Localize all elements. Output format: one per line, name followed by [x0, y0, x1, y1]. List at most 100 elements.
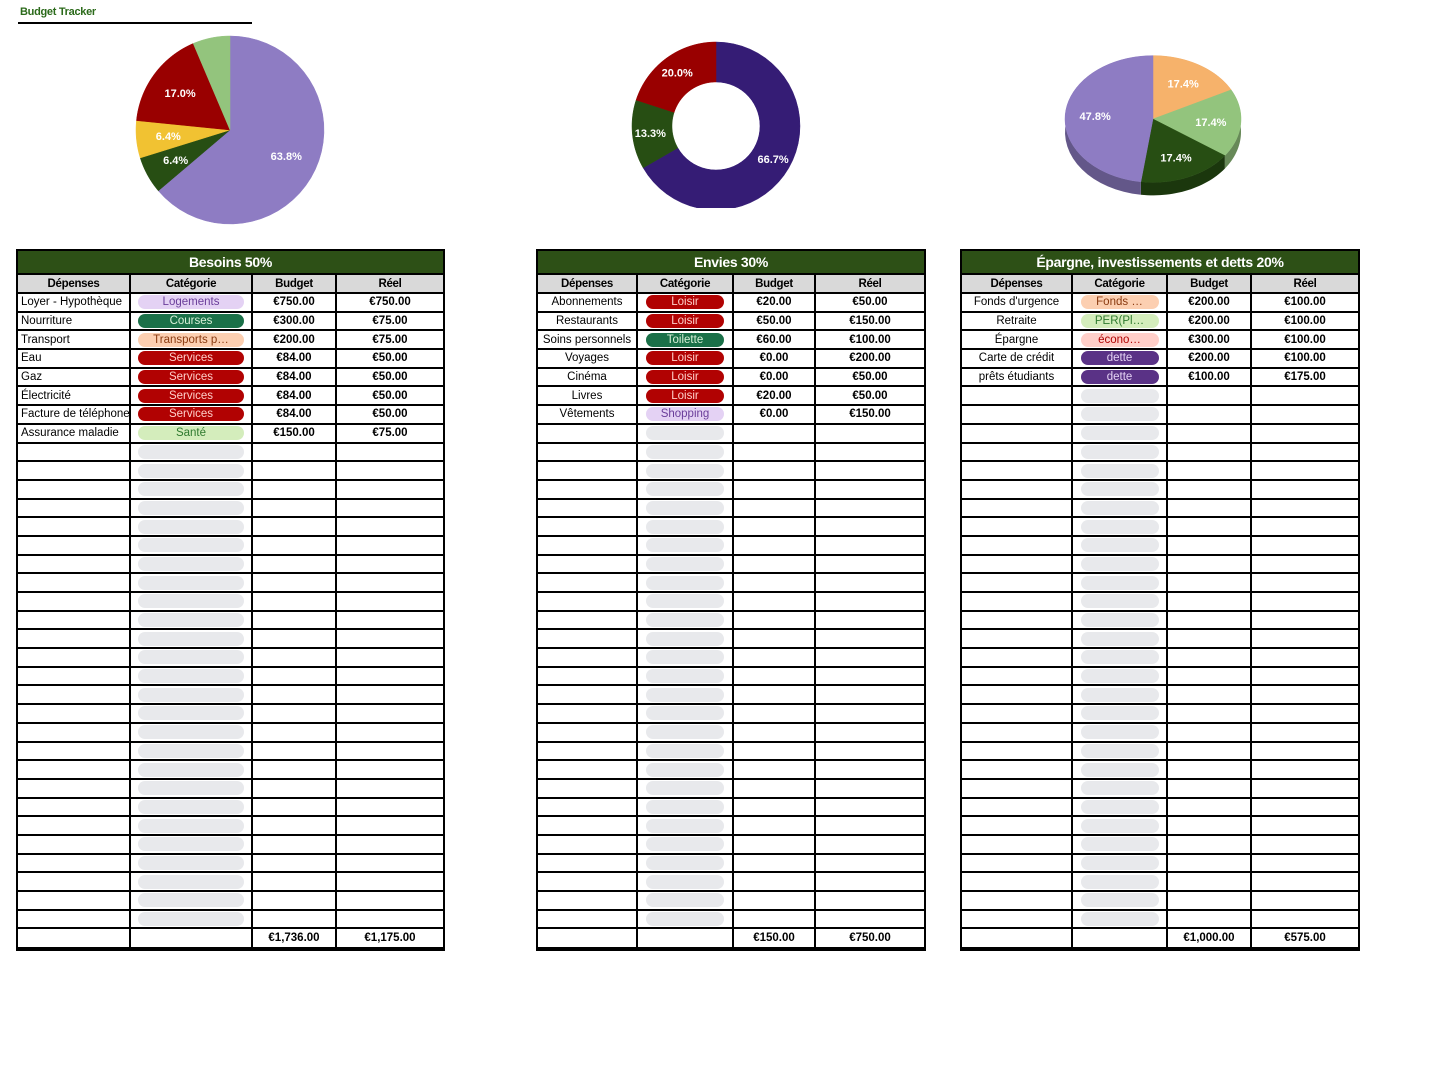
- budget-cell[interactable]: €50.00: [732, 310, 816, 332]
- expense-cell[interactable]: Livres: [538, 385, 638, 407]
- category-cell[interactable]: [636, 759, 734, 780]
- category-cell[interactable]: [1071, 908, 1168, 930]
- budget-cell[interactable]: [251, 534, 337, 556]
- actual-cell[interactable]: €50.00: [335, 366, 443, 388]
- budget-cell[interactable]: [732, 516, 816, 537]
- actual-cell[interactable]: €50.00: [814, 293, 924, 313]
- column-header-categorie[interactable]: Catégorie: [129, 275, 253, 294]
- category-chip[interactable]: Loisir: [646, 295, 724, 310]
- budget-cell[interactable]: [1166, 572, 1252, 593]
- expense-cell[interactable]: Assurance maladie: [18, 422, 131, 444]
- category-cell[interactable]: [636, 740, 734, 762]
- budget-cell[interactable]: €20.00: [732, 385, 816, 407]
- expense-cell[interactable]: [962, 796, 1073, 818]
- category-chip-empty[interactable]: [1080, 855, 1159, 870]
- category-chip-empty[interactable]: [646, 500, 724, 515]
- expense-cell[interactable]: [18, 478, 131, 500]
- actual-cell[interactable]: [335, 703, 443, 724]
- expense-cell[interactable]: [18, 441, 131, 463]
- category-cell[interactable]: [636, 721, 734, 743]
- budget-cell[interactable]: [732, 422, 816, 444]
- category-cell[interactable]: [129, 591, 253, 612]
- budget-cell[interactable]: [732, 591, 816, 612]
- category-cell[interactable]: [636, 777, 734, 799]
- expense-cell[interactable]: Nourriture: [18, 310, 131, 332]
- envies-donut-chart[interactable]: 66.7% 13.3% 20.0%: [625, 28, 805, 208]
- actual-cell[interactable]: [335, 777, 443, 799]
- actual-cell[interactable]: [1250, 441, 1358, 463]
- expense-cell[interactable]: [538, 441, 638, 463]
- actual-cell[interactable]: [814, 833, 924, 855]
- category-chip-empty[interactable]: [1080, 650, 1159, 665]
- actual-cell[interactable]: €100.00: [1250, 310, 1358, 332]
- actual-cell[interactable]: €100.00: [814, 329, 924, 351]
- actual-cell[interactable]: [335, 647, 443, 668]
- total-category-cell[interactable]: [129, 927, 253, 950]
- budget-cell[interactable]: [251, 684, 337, 706]
- column-header-budget[interactable]: Budget: [732, 275, 816, 294]
- category-chip-empty[interactable]: [138, 482, 244, 497]
- category-cell[interactable]: [636, 628, 734, 650]
- budget-cell[interactable]: [732, 534, 816, 556]
- actual-cell[interactable]: [814, 609, 924, 631]
- budget-cell[interactable]: [732, 441, 816, 463]
- expense-cell[interactable]: [18, 833, 131, 855]
- budget-cell[interactable]: [1166, 441, 1252, 463]
- category-cell[interactable]: Fonds …: [1071, 293, 1168, 313]
- expense-cell[interactable]: [538, 833, 638, 855]
- actual-cell[interactable]: [814, 422, 924, 444]
- expense-cell[interactable]: [962, 534, 1073, 556]
- column-header-depenses[interactable]: Dépenses: [538, 275, 638, 294]
- actual-cell[interactable]: €75.00: [335, 422, 443, 444]
- expense-cell[interactable]: [962, 740, 1073, 762]
- budget-cell[interactable]: [1166, 422, 1252, 444]
- actual-cell[interactable]: €50.00: [814, 366, 924, 388]
- actual-cell[interactable]: [814, 553, 924, 575]
- budget-cell[interactable]: [1166, 815, 1252, 836]
- category-chip-empty[interactable]: [1080, 613, 1159, 628]
- expense-cell[interactable]: [538, 815, 638, 836]
- column-header-budget[interactable]: Budget: [1166, 275, 1252, 294]
- actual-cell[interactable]: [335, 721, 443, 743]
- category-chip-empty[interactable]: [1080, 426, 1159, 441]
- expense-cell[interactable]: [18, 628, 131, 650]
- category-cell[interactable]: [1071, 441, 1168, 463]
- budget-cell[interactable]: [1166, 404, 1252, 425]
- budget-cell[interactable]: [1166, 385, 1252, 407]
- actual-cell[interactable]: [1250, 703, 1358, 724]
- actual-cell[interactable]: [814, 796, 924, 818]
- budget-cell[interactable]: [1166, 665, 1252, 687]
- expense-cell[interactable]: [18, 572, 131, 593]
- actual-cell[interactable]: [814, 852, 924, 874]
- actual-cell[interactable]: [1250, 534, 1358, 556]
- budget-cell[interactable]: €300.00: [1166, 329, 1252, 351]
- expense-cell[interactable]: [962, 572, 1073, 593]
- budget-cell[interactable]: €84.00: [251, 348, 337, 369]
- category-chip[interactable]: Transports p…: [138, 332, 244, 347]
- expense-cell[interactable]: [962, 497, 1073, 519]
- budget-cell[interactable]: [251, 721, 337, 743]
- category-cell[interactable]: [636, 516, 734, 537]
- category-cell[interactable]: [129, 441, 253, 463]
- category-cell[interactable]: [636, 852, 734, 874]
- category-cell[interactable]: [129, 890, 253, 911]
- actual-cell[interactable]: [814, 815, 924, 836]
- category-chip-empty[interactable]: [646, 725, 724, 740]
- category-chip-empty[interactable]: [138, 444, 244, 459]
- expense-cell[interactable]: Eau: [18, 348, 131, 369]
- category-cell[interactable]: Courses: [129, 310, 253, 332]
- actual-cell[interactable]: €150.00: [814, 310, 924, 332]
- expense-cell[interactable]: [962, 422, 1073, 444]
- category-chip-empty[interactable]: [1080, 482, 1159, 497]
- budget-cell[interactable]: [251, 890, 337, 911]
- category-chip-empty[interactable]: [138, 669, 244, 684]
- actual-cell[interactable]: [335, 871, 443, 892]
- actual-cell[interactable]: €75.00: [335, 310, 443, 332]
- actual-cell[interactable]: [1250, 684, 1358, 706]
- actual-cell[interactable]: [335, 740, 443, 762]
- budget-cell[interactable]: [251, 628, 337, 650]
- expense-cell[interactable]: [18, 796, 131, 818]
- budget-cell[interactable]: €200.00: [1166, 348, 1252, 369]
- category-cell[interactable]: [129, 665, 253, 687]
- expense-cell[interactable]: [18, 553, 131, 575]
